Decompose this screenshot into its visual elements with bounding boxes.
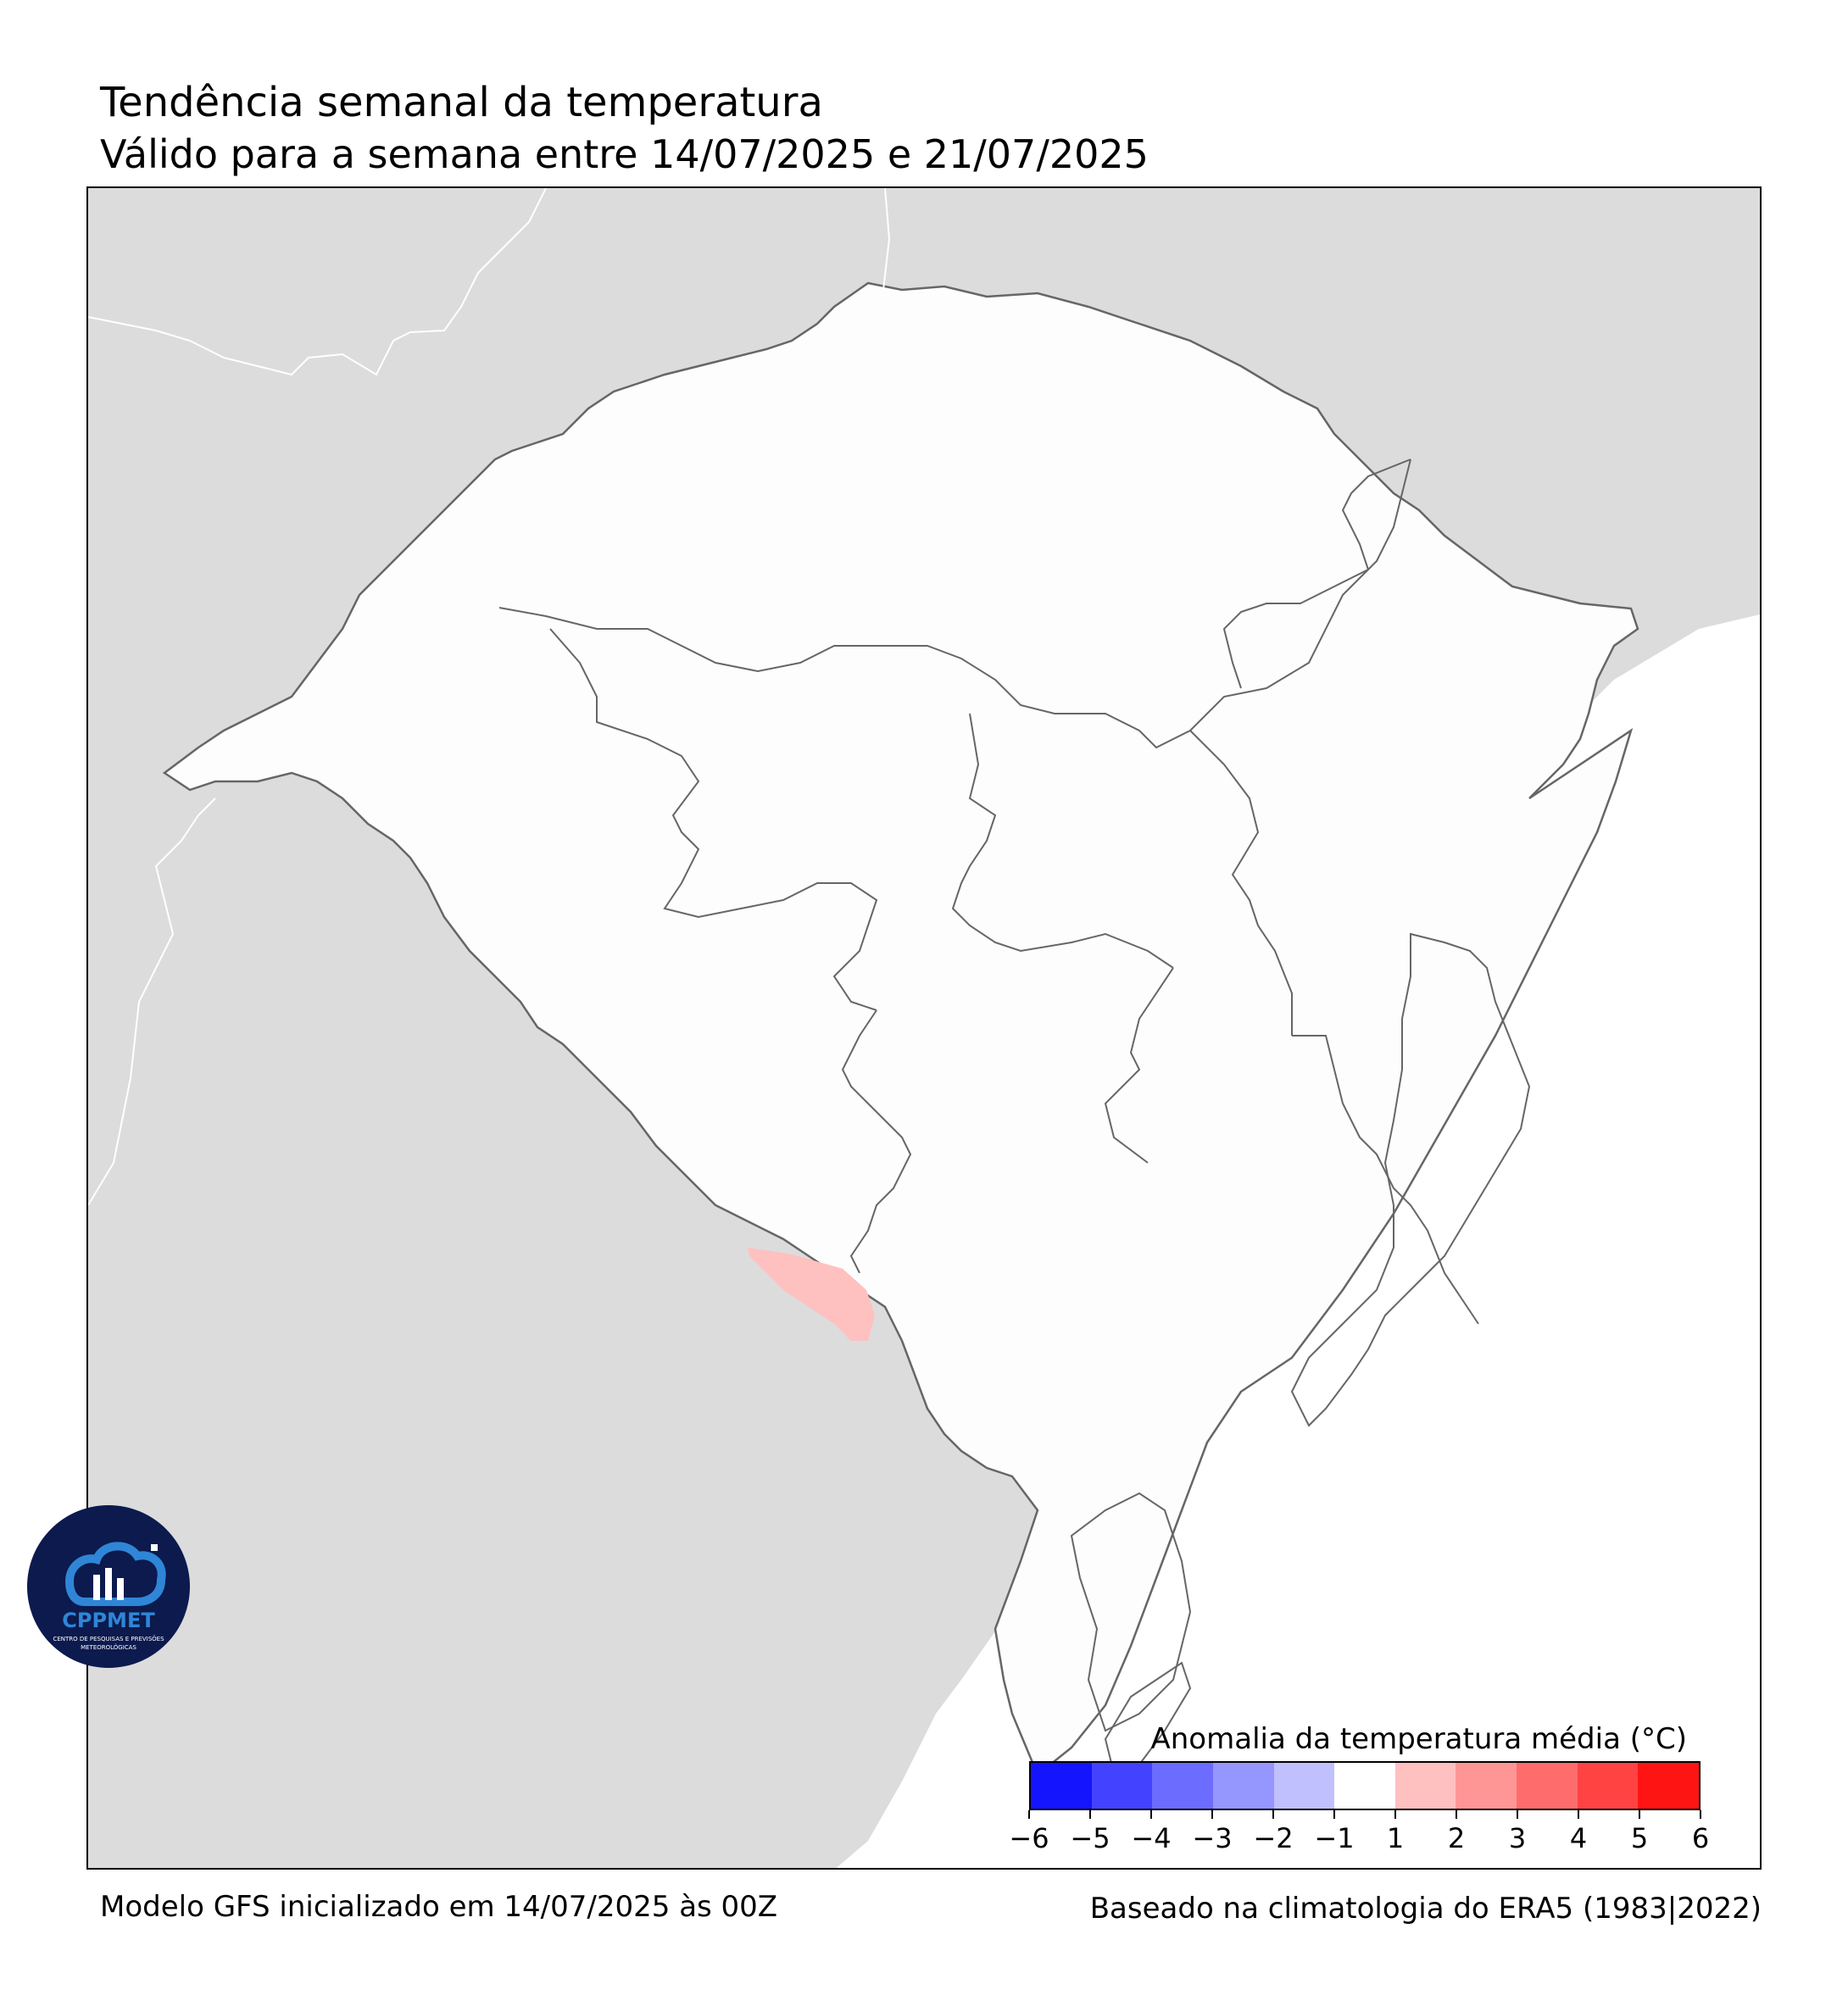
- legend-color-cell: [1212, 1763, 1274, 1809]
- map-title: Tendência semanal da temperatura: [100, 79, 823, 126]
- footer-climatology-info: Baseado na climatologia do ERA5 (1983|20…: [1089, 1892, 1762, 1926]
- svg-text:METEOROLÓGICAS: METEOROLÓGICAS: [81, 1643, 136, 1651]
- legend-tick: [1272, 1810, 1274, 1819]
- legend-tick-label: −2: [1253, 1822, 1294, 1854]
- legend-ticks: −6 −5 −4 −3 −2 −1 1 2 3 4 5 6: [1009, 1810, 1709, 1858]
- legend-tick-label: 6: [1691, 1822, 1710, 1854]
- map-frame: [86, 186, 1762, 1870]
- legend-tick: [1517, 1810, 1518, 1819]
- map-canvas: [88, 188, 1760, 1868]
- legend-tick-label: −5: [1070, 1822, 1110, 1854]
- legend-color-cell: [1456, 1763, 1517, 1809]
- legend-tick-label: 1: [1386, 1822, 1405, 1854]
- map-subtitle: Válido para a semana entre 14/07/2025 e …: [100, 131, 1149, 177]
- legend-tick-label: 2: [1447, 1822, 1466, 1854]
- legend-tick-label: −4: [1131, 1822, 1172, 1854]
- legend-color-cell: [1152, 1763, 1213, 1809]
- legend-color-cell: [1394, 1763, 1456, 1809]
- legend-tick: [1578, 1810, 1579, 1819]
- legend-color-cell: [1031, 1763, 1092, 1809]
- country-borders: [88, 188, 891, 1206]
- legend-color-cell: [1091, 1763, 1153, 1809]
- legend-tick-label: 3: [1508, 1822, 1527, 1854]
- legend-tick-label: −1: [1314, 1822, 1355, 1854]
- anomaly-patch: [748, 1248, 875, 1341]
- legend-tick: [1394, 1810, 1396, 1819]
- legend-tick: [1028, 1810, 1030, 1819]
- legend-tick: [1639, 1810, 1640, 1819]
- svg-text:CPPMET: CPPMET: [62, 1609, 155, 1632]
- legend-color-cell: [1638, 1763, 1700, 1809]
- legend-color-cell: [1517, 1763, 1578, 1809]
- legend-tick-label: −3: [1192, 1822, 1233, 1854]
- legend-tick: [1211, 1810, 1213, 1819]
- cppmet-logo: CPPMET CENTRO DE PESQUISAS E PREVISÕES M…: [27, 1505, 190, 1668]
- state-rio-grande-do-sul: [162, 281, 1639, 1777]
- color-legend: Anomalia da temperatura média (°C) −6 −5−…: [1009, 1714, 1712, 1858]
- legend-title: Anomalia da temperatura média (°C): [1150, 1722, 1688, 1756]
- svg-text:CENTRO DE PESQUISAS E PREVISÕE: CENTRO DE PESQUISAS E PREVISÕES: [53, 1635, 164, 1642]
- footer-model-info: Modelo GFS inicializado em 14/07/2025 às…: [100, 1890, 778, 1924]
- legend-tick-label: −6: [1009, 1822, 1049, 1854]
- legend-color-bar: [1029, 1761, 1700, 1810]
- region-boundaries: [498, 459, 1531, 1775]
- legend-tick: [1089, 1810, 1091, 1819]
- legend-tick: [1456, 1810, 1457, 1819]
- legend-tick-label: 4: [1569, 1822, 1588, 1854]
- legend-tick: [1333, 1810, 1335, 1819]
- legend-tick-label: 5: [1630, 1822, 1649, 1854]
- legend-color-cell: [1334, 1763, 1395, 1809]
- legend-color-cell: [1577, 1763, 1639, 1809]
- legend-tick: [1700, 1810, 1701, 1819]
- legend-tick: [1150, 1810, 1152, 1819]
- legend-color-cell: [1273, 1763, 1335, 1809]
